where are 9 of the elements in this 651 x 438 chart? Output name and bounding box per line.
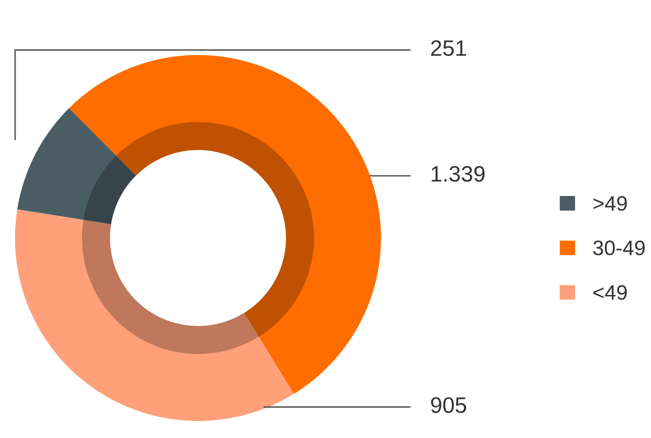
donut-slice	[17, 108, 136, 224]
data-label: 251	[431, 40, 466, 56]
donut-slice	[15, 209, 294, 421]
legend-label: <49	[593, 285, 627, 300]
data-label: 905	[431, 397, 466, 413]
donut-slice	[69, 55, 381, 394]
legend-label: >49	[593, 196, 627, 211]
data-label: 1.339	[432, 166, 485, 182]
legend-label: 30-49	[593, 240, 645, 256]
